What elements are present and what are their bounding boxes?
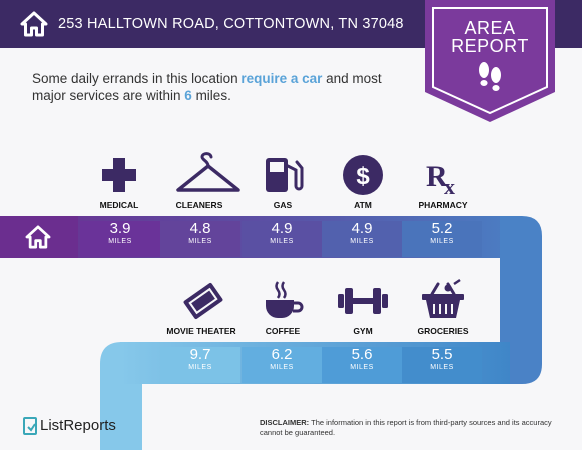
service-label-atm: ATM <box>354 200 372 210</box>
area-report-badge: AREA REPORT <box>425 0 555 122</box>
badge-title-line1: AREA <box>464 18 516 38</box>
distance-cell-gas: 4.9 MILES <box>242 221 322 257</box>
disclaimer: DISCLAIMER: The information in this repo… <box>260 418 572 438</box>
distance-value: 5.2 <box>431 220 453 237</box>
listreports-logo-icon <box>23 417 37 435</box>
distance-value: 3.9 <box>109 220 131 237</box>
dollar-icon: $ <box>343 155 383 195</box>
distance-cell-coffee: 6.2 MILES <box>242 347 322 383</box>
medical-cross-icon <box>102 158 136 192</box>
intro-part3: miles. <box>191 88 231 103</box>
intro-part2: and most major services are within <box>32 71 382 103</box>
ticket-icon <box>183 283 223 319</box>
service-label-cleaners: CLEANERS <box>175 200 223 210</box>
distance-unit: MILES <box>270 238 294 245</box>
disclaimer-label: DISCLAIMER: <box>260 418 310 427</box>
coffee-icon <box>266 281 304 318</box>
distance-cell-movie-theater: 9.7 MILES <box>160 347 240 383</box>
distance-cell-pharmacy: 5.2 MILES <box>402 221 482 257</box>
badge-title-line2: REPORT <box>451 36 529 56</box>
distance-cell-atm: 4.9 MILES <box>322 221 402 257</box>
distance-cell-cleaners: 4.8 MILES <box>160 221 240 257</box>
distance-unit: MILES <box>188 364 212 371</box>
rx-icon: R x <box>426 160 455 198</box>
intro-highlight-car: require a car <box>241 71 323 86</box>
distance-value: 4.9 <box>271 220 293 237</box>
intro-part1: Some daily errands in this location <box>32 71 242 86</box>
service-label-gas: GAS <box>273 200 293 210</box>
distance-unit: MILES <box>350 238 374 245</box>
svg-text:$: $ <box>356 163 370 190</box>
distance-unit: MILES <box>350 364 374 371</box>
intro-text: Some daily errands in this location requ… <box>32 70 412 104</box>
intro-highlight-miles: 6 <box>184 88 192 103</box>
service-label-medical: MEDICAL <box>99 200 139 210</box>
home-icon <box>20 11 48 37</box>
distance-value: 4.9 <box>351 220 373 237</box>
distance-value: 4.8 <box>189 220 211 237</box>
distance-value: 5.5 <box>431 346 453 363</box>
distance-cell-gym: 5.6 MILES <box>322 347 402 383</box>
distance-cell-groceries: 5.5 MILES <box>402 347 482 383</box>
home-cell <box>0 216 78 258</box>
service-label-movie-theater: MOVIE THEATER <box>166 326 236 336</box>
distance-value: 5.6 <box>351 346 373 363</box>
distance-value: 6.2 <box>271 346 293 363</box>
service-label-coffee: COFFEE <box>265 326 301 336</box>
dumbbell-icon <box>338 288 388 314</box>
distance-value: 9.7 <box>189 346 211 363</box>
grocery-basket-icon <box>422 278 464 318</box>
distance-unit: MILES <box>430 238 454 245</box>
distance-unit: MILES <box>430 364 454 371</box>
svg-text:x: x <box>444 174 455 198</box>
home-start-icon <box>25 225 51 249</box>
property-address: 253 HALLTOWN ROAD, COTTONTOWN, TN 37048 <box>58 16 404 32</box>
disclaimer-text: The information in this report is from t… <box>260 418 552 437</box>
distance-unit: MILES <box>108 238 132 245</box>
footprints-icon <box>479 62 501 91</box>
brand-name[interactable]: ListReports <box>40 417 116 434</box>
service-label-gym: GYM <box>353 326 373 336</box>
distance-unit: MILES <box>188 238 212 245</box>
hanger-icon <box>176 152 240 192</box>
service-label-pharmacy: PHARMACY <box>418 200 468 210</box>
gas-pump-icon <box>266 158 304 192</box>
distance-cell-medical: 3.9 MILES <box>80 221 160 257</box>
svg-text:R: R <box>426 160 448 193</box>
distance-unit: MILES <box>270 364 294 371</box>
service-label-groceries: GROCERIES <box>417 326 469 336</box>
